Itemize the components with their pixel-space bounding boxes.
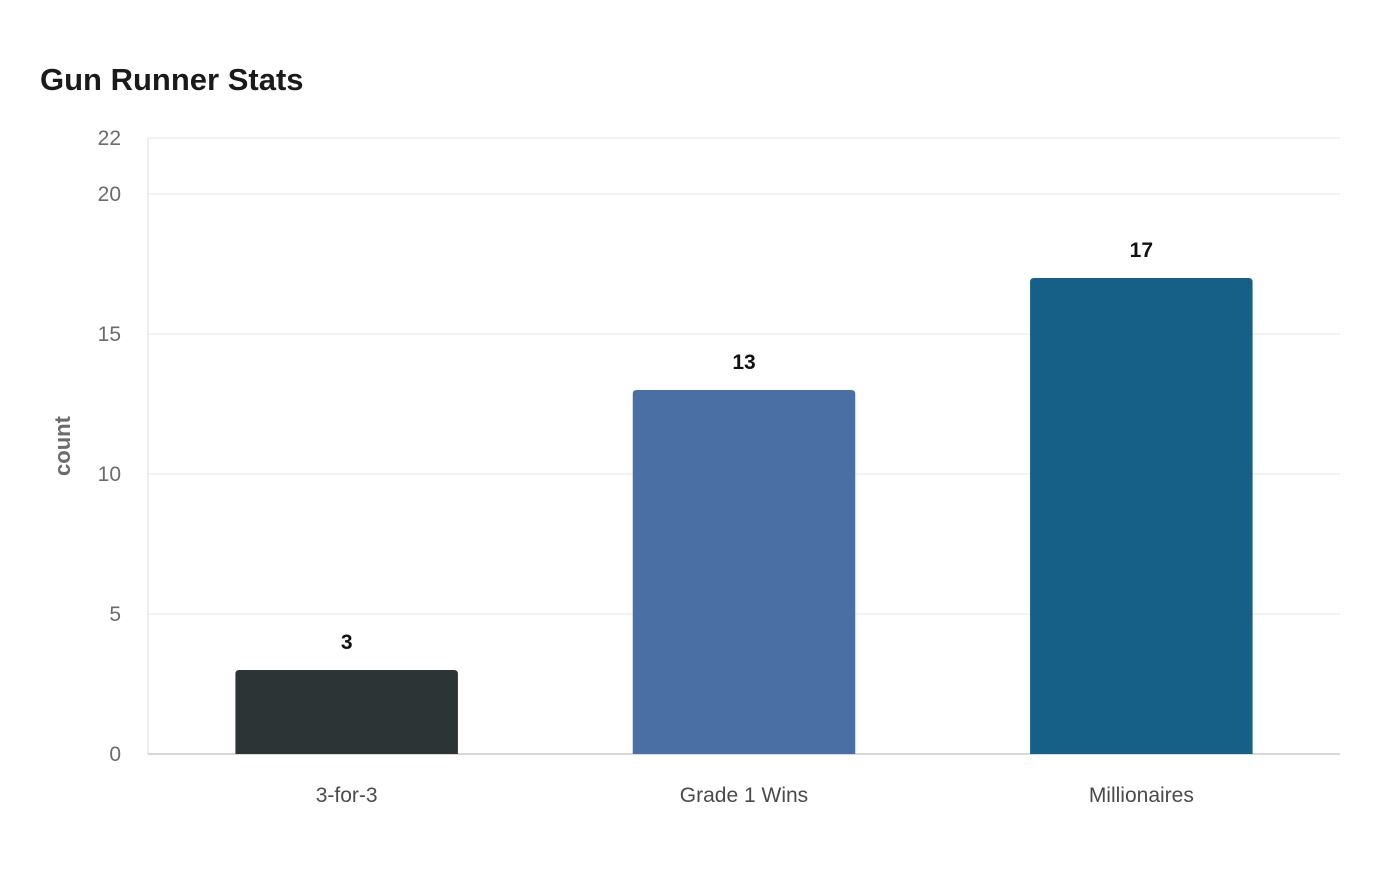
y-tick-label: 22	[98, 127, 121, 150]
bars	[235, 278, 1253, 754]
y-tick-labels: 0 5 10 15 20 22	[98, 127, 121, 766]
y-axis-title: count	[50, 415, 75, 476]
y-tick-label: 5	[109, 603, 121, 626]
y-tick-label: 10	[98, 463, 121, 486]
x-tick-label: Millionaires	[1089, 784, 1194, 807]
x-tick-label: Grade 1 Wins	[680, 784, 808, 807]
value-labels: 3 13 17	[341, 239, 1153, 654]
x-tick-label: 3-for-3	[316, 784, 378, 807]
data-label: 17	[1130, 239, 1153, 262]
y-tick-label: 20	[98, 183, 121, 206]
chart-title: Gun Runner Stats	[40, 62, 304, 97]
bar-3-for-3	[235, 670, 458, 754]
bar-grade-1-wins	[632, 390, 856, 754]
y-tick-label: 15	[98, 323, 121, 346]
x-tick-labels: 3-for-3 Grade 1 Wins Millionaires	[316, 784, 1194, 807]
data-label: 3	[341, 631, 353, 654]
y-tick-label: 0	[109, 743, 121, 766]
bar-millionaires	[1030, 278, 1253, 754]
data-label: 13	[732, 351, 755, 374]
